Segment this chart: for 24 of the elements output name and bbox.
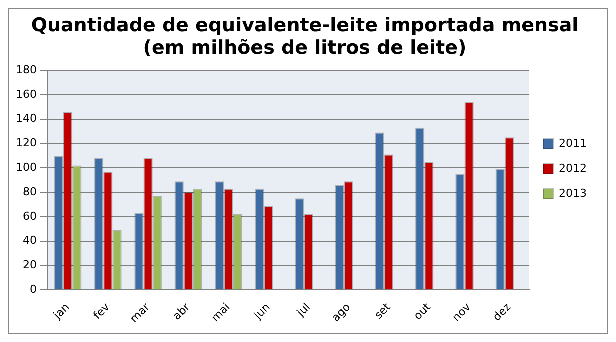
y-tick-label: 40 — [22, 234, 37, 248]
legend-label: 2012 — [559, 162, 588, 175]
legend-label: 2011 — [559, 136, 588, 150]
chart-title: Quantidade de equivalente-leite importada mensal (em milhões de litros de leite) — [31, 14, 579, 60]
x-tick-label: dez — [490, 300, 514, 324]
x-tick-label: set — [372, 300, 394, 322]
x-tick-label: ago — [329, 300, 354, 324]
x-tick-label: jul — [294, 300, 313, 320]
x-tick-label: nov — [450, 300, 474, 324]
x-tick-label: fev — [91, 300, 113, 322]
legend-label: 2013 — [559, 186, 588, 200]
y-tick-label: 180 — [16, 63, 37, 76]
y-tick-label: 140 — [16, 112, 37, 126]
y-tick-label: 20 — [22, 258, 37, 272]
x-tick-label: abr — [170, 300, 193, 323]
x-tick-label: out — [411, 300, 434, 323]
y-tick-label: 0 — [30, 282, 37, 296]
y-tick-label: 160 — [16, 88, 37, 101]
y-tick-label: 120 — [16, 136, 37, 150]
y-tick-label: 60 — [22, 210, 37, 223]
y-tick-label: 100 — [16, 161, 37, 174]
x-tick-label: jan — [50, 300, 72, 323]
y-tick-label: 80 — [22, 185, 37, 198]
x-tick-label: jun — [250, 300, 273, 323]
